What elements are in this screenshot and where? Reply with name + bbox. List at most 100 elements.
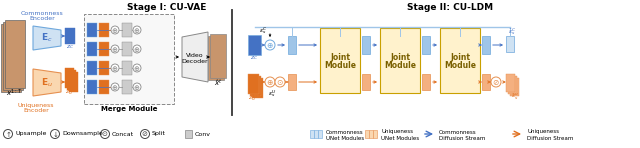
Text: $\epsilon_s^U$: $\epsilon_s^U$ (268, 89, 276, 99)
Circle shape (3, 130, 13, 139)
FancyBboxPatch shape (380, 28, 420, 93)
FancyBboxPatch shape (99, 80, 109, 94)
Text: UNet Modules: UNet Modules (381, 136, 419, 140)
FancyBboxPatch shape (122, 23, 132, 37)
Text: Joint: Joint (330, 53, 350, 62)
Text: $\hat{\epsilon}_s^C$: $\hat{\epsilon}_s^C$ (508, 27, 516, 37)
Circle shape (133, 64, 141, 72)
FancyBboxPatch shape (318, 130, 322, 138)
Circle shape (51, 130, 60, 139)
FancyBboxPatch shape (99, 23, 109, 37)
FancyBboxPatch shape (508, 76, 517, 94)
Text: Decoder: Decoder (182, 58, 208, 63)
Text: $z_u^{1:T}$: $z_u^{1:T}$ (248, 93, 262, 103)
Circle shape (141, 130, 150, 139)
Text: Concat: Concat (112, 132, 134, 136)
FancyBboxPatch shape (248, 74, 259, 94)
FancyBboxPatch shape (320, 28, 360, 93)
Circle shape (133, 83, 141, 91)
FancyBboxPatch shape (87, 61, 97, 75)
FancyBboxPatch shape (3, 22, 23, 90)
Text: $\oplus$: $\oplus$ (266, 78, 274, 86)
Text: Joint: Joint (450, 53, 470, 62)
FancyBboxPatch shape (248, 35, 261, 55)
Text: $z_u^{1:T}$: $z_u^{1:T}$ (65, 87, 79, 97)
FancyBboxPatch shape (288, 36, 296, 54)
Text: $\oplus$: $\oplus$ (266, 41, 274, 49)
FancyBboxPatch shape (99, 61, 109, 75)
Text: $\oplus$: $\oplus$ (133, 63, 141, 73)
Text: Commonness: Commonness (20, 11, 63, 16)
Text: $\odot$: $\odot$ (276, 78, 284, 86)
FancyBboxPatch shape (288, 74, 296, 90)
Circle shape (111, 64, 119, 72)
FancyBboxPatch shape (482, 74, 490, 90)
Text: Stage I: CU-VAE: Stage I: CU-VAE (127, 3, 207, 12)
FancyBboxPatch shape (506, 74, 515, 92)
FancyBboxPatch shape (122, 61, 132, 75)
Text: Joint: Joint (390, 53, 410, 62)
Text: $\oplus$: $\oplus$ (111, 25, 118, 34)
Circle shape (100, 130, 109, 139)
Text: $\hat{\epsilon}_s^u$: $\hat{\epsilon}_s^u$ (511, 92, 519, 102)
Text: $\oplus$: $\oplus$ (111, 63, 118, 73)
Text: $\odot$: $\odot$ (101, 130, 109, 139)
Text: Uniqueness: Uniqueness (381, 130, 413, 135)
Text: $\hat{x}^t$: $\hat{x}^t$ (214, 77, 222, 87)
Circle shape (111, 26, 119, 34)
Text: $\mathbf{E}_c$: $\mathbf{E}_c$ (41, 32, 53, 44)
FancyBboxPatch shape (510, 78, 519, 96)
Text: Module: Module (384, 61, 416, 70)
Text: $\oslash$: $\oslash$ (141, 130, 148, 139)
Circle shape (111, 83, 119, 91)
Text: $\uparrow$: $\uparrow$ (4, 129, 12, 139)
FancyBboxPatch shape (314, 130, 318, 138)
Text: Downsample: Downsample (62, 132, 103, 136)
FancyBboxPatch shape (122, 42, 132, 56)
Text: Encoder: Encoder (29, 16, 55, 21)
Text: $z_C$: $z_C$ (66, 43, 74, 51)
Text: Split: Split (152, 132, 166, 136)
Text: Diffusion Stream: Diffusion Stream (527, 136, 573, 140)
Text: Stage II: CU-LDM: Stage II: CU-LDM (407, 3, 493, 12)
Text: $\oplus$: $\oplus$ (133, 82, 141, 91)
Circle shape (133, 26, 141, 34)
Circle shape (491, 77, 501, 87)
Text: $\oplus$: $\oplus$ (133, 45, 141, 53)
FancyBboxPatch shape (87, 80, 97, 94)
FancyBboxPatch shape (440, 28, 480, 93)
Polygon shape (33, 26, 61, 50)
Text: $\downarrow$: $\downarrow$ (51, 130, 59, 139)
FancyBboxPatch shape (99, 42, 109, 56)
Text: $x^{1:T}$: $x^{1:T}$ (6, 87, 22, 99)
FancyBboxPatch shape (208, 36, 224, 80)
FancyBboxPatch shape (362, 36, 370, 54)
Text: $\oslash$: $\oslash$ (492, 78, 500, 86)
FancyBboxPatch shape (1, 24, 21, 92)
Text: $\oplus$: $\oplus$ (111, 45, 118, 53)
FancyBboxPatch shape (87, 23, 97, 37)
Text: Encoder: Encoder (23, 107, 49, 112)
Text: Conv: Conv (195, 132, 211, 136)
FancyBboxPatch shape (252, 78, 263, 98)
FancyBboxPatch shape (362, 74, 370, 90)
Text: Module: Module (324, 61, 356, 70)
FancyBboxPatch shape (373, 130, 377, 138)
FancyBboxPatch shape (67, 70, 76, 90)
Circle shape (133, 45, 141, 53)
Polygon shape (182, 32, 208, 82)
FancyBboxPatch shape (87, 42, 97, 56)
FancyBboxPatch shape (185, 130, 192, 138)
FancyBboxPatch shape (365, 130, 369, 138)
FancyBboxPatch shape (65, 68, 74, 88)
Text: UNet Modules: UNet Modules (326, 136, 364, 140)
FancyBboxPatch shape (84, 14, 174, 104)
FancyBboxPatch shape (69, 72, 78, 92)
Text: Uniqueness: Uniqueness (18, 103, 54, 107)
Text: Module: Module (444, 61, 476, 70)
Text: $\epsilon_s^C$: $\epsilon_s^C$ (259, 26, 268, 36)
FancyBboxPatch shape (422, 74, 430, 90)
Text: $\oplus$: $\oplus$ (111, 82, 118, 91)
FancyBboxPatch shape (122, 80, 132, 94)
Circle shape (265, 40, 275, 50)
